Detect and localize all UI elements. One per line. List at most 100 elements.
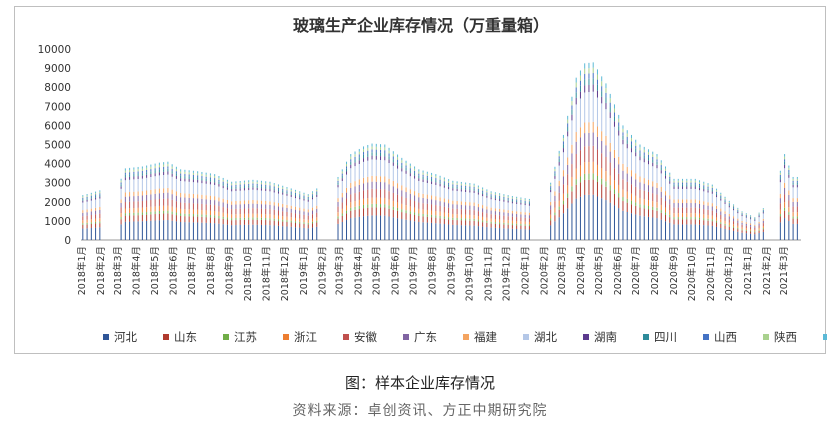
- bar-segment: [282, 185, 284, 188]
- bar-segment: [350, 207, 352, 211]
- bar-segment: [588, 62, 590, 69]
- x-tick-label: 2018年9月: [224, 246, 236, 295]
- bar-segment: [520, 221, 522, 225]
- bar-segment: [618, 184, 620, 194]
- bar-segment: [384, 156, 386, 161]
- bar-segment: [99, 213, 101, 219]
- bar-segment: [201, 176, 203, 179]
- bar-segment: [380, 176, 382, 183]
- bar-segment: [639, 189, 641, 198]
- bar-segment: [443, 181, 445, 184]
- bar-segment: [473, 205, 475, 211]
- bar-segment: [409, 170, 411, 174]
- bar-segment: [550, 184, 552, 187]
- bar-segment: [690, 224, 692, 240]
- bar-segment: [439, 205, 441, 212]
- bar-segment: [124, 202, 126, 209]
- bar-segment: [384, 189, 386, 198]
- bar-segment: [575, 104, 577, 133]
- bar-segment: [635, 152, 637, 157]
- bar-segment: [694, 224, 696, 240]
- bar-segment: [635, 173, 637, 180]
- x-tick-label: 2019年2月: [317, 246, 329, 295]
- bar-segment: [129, 201, 131, 209]
- bar-segment: [720, 196, 722, 199]
- bar-segment: [235, 181, 237, 184]
- bar-segment: [350, 161, 352, 165]
- bar-segment: [613, 112, 615, 117]
- bar-segment: [282, 190, 284, 193]
- bar-segment: [222, 177, 224, 180]
- bar-segment: [528, 229, 530, 240]
- bar-segment: [282, 189, 284, 191]
- bar-segment: [337, 218, 339, 224]
- bar-segment: [507, 228, 509, 240]
- bar-segment: [401, 196, 403, 204]
- bar-segment: [243, 219, 245, 225]
- bar-segment: [175, 201, 177, 208]
- bar-segment: [231, 209, 233, 215]
- bar-segment: [197, 209, 199, 215]
- bar-segment: [422, 193, 424, 198]
- bar-segment: [690, 207, 692, 214]
- bar-segment: [286, 191, 288, 194]
- bar-segment: [388, 159, 390, 164]
- bar-segment: [762, 209, 764, 211]
- bar-segment: [550, 182, 552, 185]
- bar-segment: [622, 170, 624, 180]
- bar-segment: [307, 212, 309, 216]
- bar-segment: [443, 206, 445, 213]
- bar-segment: [647, 160, 649, 165]
- bar-segment: [363, 149, 365, 153]
- bar-segment: [669, 174, 671, 177]
- bar-segment: [371, 143, 373, 147]
- bar-segment: [665, 166, 667, 169]
- bar-segment: [226, 181, 228, 184]
- bar-segment: [392, 192, 394, 201]
- bar-segment: [252, 208, 254, 214]
- bar-segment: [171, 211, 173, 215]
- bar-segment: [567, 115, 569, 120]
- bar-segment: [380, 156, 382, 160]
- bar-segment: [226, 203, 228, 209]
- bar-segment: [639, 215, 641, 240]
- bar-segment: [511, 225, 513, 229]
- bar-segment: [273, 205, 275, 210]
- bar-segment: [414, 175, 416, 179]
- bar-segment: [745, 230, 747, 234]
- bar-segment: [788, 214, 790, 221]
- bar-segment: [358, 148, 360, 152]
- y-tick-label: 6000: [44, 120, 71, 132]
- bar-segment: [669, 176, 671, 179]
- bar-segment: [231, 189, 233, 192]
- bar-segment: [188, 170, 190, 173]
- bar-segment: [120, 182, 122, 185]
- bar-segment: [622, 210, 624, 240]
- bar-segment: [473, 225, 475, 240]
- bar-segment: [588, 132, 590, 147]
- bar-segment: [490, 195, 492, 198]
- bar-segment: [477, 219, 479, 222]
- bar-segment: [201, 174, 203, 177]
- bar-segment: [303, 196, 305, 199]
- bar-segment: [188, 203, 190, 210]
- bar-segment: [741, 214, 743, 217]
- bar-segment: [686, 182, 688, 185]
- bar-segment: [346, 210, 348, 214]
- bar-segment: [750, 215, 752, 216]
- bar-segment: [154, 176, 156, 190]
- bar-segment: [435, 211, 437, 216]
- bar-segment: [694, 182, 696, 185]
- bar-segment: [163, 192, 165, 199]
- bar-segment: [635, 186, 637, 196]
- bar-segment: [571, 101, 573, 106]
- bar-segment: [554, 168, 556, 172]
- bar-segment: [375, 152, 377, 156]
- bar-segment: [477, 207, 479, 212]
- bar-segment: [175, 173, 177, 176]
- bar-segment: [588, 73, 590, 79]
- bar-segment: [656, 161, 658, 165]
- bar-segment: [197, 182, 199, 195]
- bar-segment: [82, 200, 84, 203]
- bar-segment: [180, 208, 182, 214]
